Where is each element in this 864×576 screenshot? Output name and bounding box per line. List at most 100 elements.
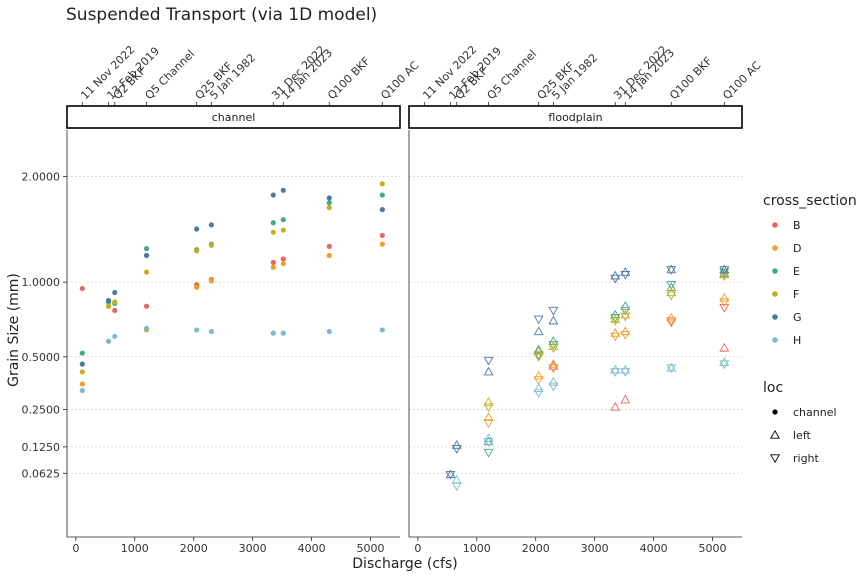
- data-point: [620, 331, 631, 340]
- data-point: [666, 362, 677, 372]
- data-point: [483, 433, 494, 442]
- data-point: [270, 264, 276, 270]
- y-tick-label: 0.2500: [22, 404, 61, 417]
- y-tick-label: 2.0000: [22, 171, 61, 184]
- legend-label: D: [793, 242, 801, 255]
- data-point: [620, 270, 631, 280]
- data-point: [548, 306, 559, 316]
- data-point: [270, 192, 276, 198]
- top-tick-label: Q100 BKF: [325, 55, 373, 103]
- data-point: [79, 350, 85, 356]
- data-point: [194, 284, 200, 290]
- data-point: [666, 282, 677, 291]
- data-point: [79, 369, 85, 375]
- data-point: [533, 346, 544, 356]
- x-tick-label: 0: [414, 542, 421, 555]
- data-point: [620, 301, 631, 310]
- data-point: [379, 327, 385, 333]
- series-D-channel: [79, 241, 385, 387]
- data-point: [445, 470, 456, 480]
- data-point: [451, 439, 462, 449]
- data-point: [105, 298, 112, 304]
- data-point: [666, 364, 677, 374]
- legend-key-channel: [772, 409, 778, 415]
- data-point: [719, 264, 730, 274]
- data-point: [112, 289, 118, 296]
- data-point: [620, 368, 631, 377]
- x-tick-label: 5000: [357, 542, 385, 555]
- data-point: [610, 368, 621, 377]
- data-point: [194, 327, 200, 333]
- data-point: [719, 357, 730, 366]
- data-point: [194, 248, 200, 254]
- data-point: [379, 192, 385, 198]
- series-E-channel: [79, 192, 385, 356]
- x-axis-label: Discharge (cfs): [352, 556, 457, 572]
- x-tick-label: 5000: [699, 542, 727, 555]
- data-point: [483, 356, 494, 366]
- data-point: [208, 328, 214, 335]
- legend-label: G: [793, 311, 802, 324]
- data-point: [79, 361, 85, 367]
- data-point: [326, 328, 332, 335]
- data-point: [548, 341, 559, 350]
- data-point: [620, 306, 631, 316]
- series-B-left: [548, 342, 730, 411]
- x-tick-label: 2000: [180, 542, 208, 555]
- y-tick-label: 0.5000: [22, 351, 61, 364]
- data-point: [326, 195, 332, 201]
- series-E-right: [483, 268, 730, 458]
- data-point: [270, 229, 276, 235]
- legend-key-E: [772, 268, 778, 274]
- x-tick-label: 4000: [298, 542, 326, 555]
- data-point: [483, 397, 494, 406]
- data-point: [79, 387, 85, 394]
- data-point: [270, 330, 276, 336]
- data-point: [719, 360, 730, 370]
- series-G-channel: [79, 187, 385, 367]
- series-F-left: [483, 269, 730, 406]
- series-G-right: [445, 266, 730, 480]
- data-point: [143, 246, 150, 252]
- data-point: [270, 259, 276, 266]
- legend-key-right: [770, 454, 780, 464]
- data-point: [483, 366, 494, 376]
- data-point: [280, 187, 286, 193]
- data-point: [533, 389, 544, 398]
- data-point: [379, 181, 385, 187]
- data-point: [666, 266, 677, 275]
- legend-key-H: [772, 337, 778, 343]
- strip-label: floodplain: [548, 111, 602, 124]
- y-tick-label: 0.0625: [22, 467, 61, 480]
- data-point: [533, 376, 544, 385]
- data-point: [719, 292, 730, 302]
- top-tick-label: Q100 AC: [720, 59, 763, 102]
- legend-key-left: [770, 429, 780, 439]
- data-point: [533, 353, 544, 362]
- legend-label: left: [793, 429, 812, 442]
- data-point: [533, 326, 544, 336]
- data-point: [280, 217, 286, 223]
- data-point: [143, 303, 150, 309]
- legend-label: F: [793, 288, 799, 301]
- data-point: [483, 412, 494, 422]
- data-point: [483, 419, 494, 429]
- x-tick-label: 3000: [239, 542, 267, 555]
- series-F-right: [483, 272, 730, 413]
- legend-key-D: [772, 245, 778, 251]
- data-point: [143, 252, 150, 259]
- data-point: [548, 360, 559, 370]
- data-point: [270, 220, 276, 226]
- legend-key-F: [772, 291, 778, 297]
- data-point: [208, 222, 214, 228]
- data-point: [194, 226, 200, 232]
- data-point: [79, 285, 85, 292]
- data-point: [666, 264, 677, 274]
- data-point: [719, 266, 730, 275]
- x-tick-label: 3000: [581, 542, 609, 555]
- data-point: [112, 307, 118, 314]
